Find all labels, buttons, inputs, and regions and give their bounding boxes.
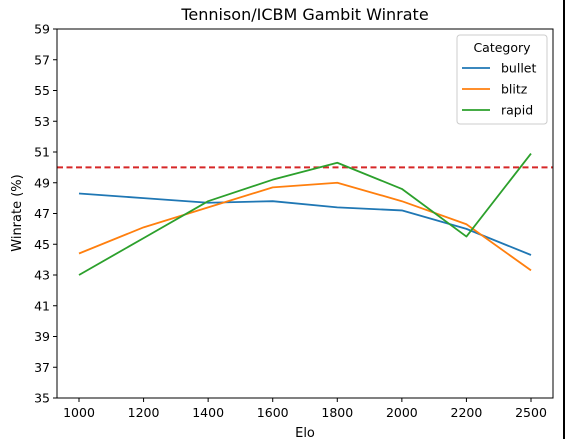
legend-title: Category <box>473 40 531 55</box>
legend-label-rapid: rapid <box>501 103 533 118</box>
y-tick-label: 49 <box>34 175 50 190</box>
x-tick-label: 1200 <box>128 405 160 420</box>
y-tick-label: 47 <box>34 206 50 221</box>
x-tick-label: 2200 <box>451 405 483 420</box>
window-edge <box>563 0 565 439</box>
y-tick-label: 35 <box>34 391 50 406</box>
y-tick-label: 55 <box>34 83 50 98</box>
y-axis-ticks: 35 37 39 41 43 45 47 49 51 53 55 57 59 <box>34 22 57 406</box>
x-axis-label: Elo <box>295 426 315 439</box>
y-tick-label: 41 <box>34 298 50 313</box>
series-line-blitz <box>78 181 532 272</box>
y-tick-label: 51 <box>34 145 50 160</box>
x-tick-label: 2500 <box>515 405 547 420</box>
x-tick-label: 2000 <box>386 405 418 420</box>
y-tick-label: 37 <box>34 360 50 375</box>
legend: Category bullet blitz rapid <box>456 34 548 125</box>
plot-area <box>56 28 554 399</box>
x-tick-label: 1800 <box>321 405 353 420</box>
series-line-rapid <box>78 152 532 276</box>
x-axis-ticks: 1000 1200 1400 1600 1800 2000 2200 2500 <box>63 398 547 420</box>
y-tick-label: 59 <box>34 22 50 37</box>
legend-box <box>456 34 548 125</box>
legend-label-blitz: blitz <box>501 82 528 97</box>
legend-label-bullet: bullet <box>501 61 536 76</box>
x-tick-label: 1600 <box>257 405 289 420</box>
series-line-bullet <box>78 192 532 256</box>
y-tick-label: 53 <box>34 114 50 129</box>
y-tick-label: 57 <box>34 52 50 67</box>
y-axis-label: Winrate (%) <box>10 174 25 251</box>
x-tick-label: 1400 <box>192 405 224 420</box>
chart-title: Tennison/ICBM Gambit Winrate <box>180 5 428 24</box>
x-tick-label: 1000 <box>63 405 95 420</box>
y-tick-label: 45 <box>34 237 50 252</box>
y-tick-label: 43 <box>34 268 50 283</box>
y-tick-label: 39 <box>34 329 50 344</box>
